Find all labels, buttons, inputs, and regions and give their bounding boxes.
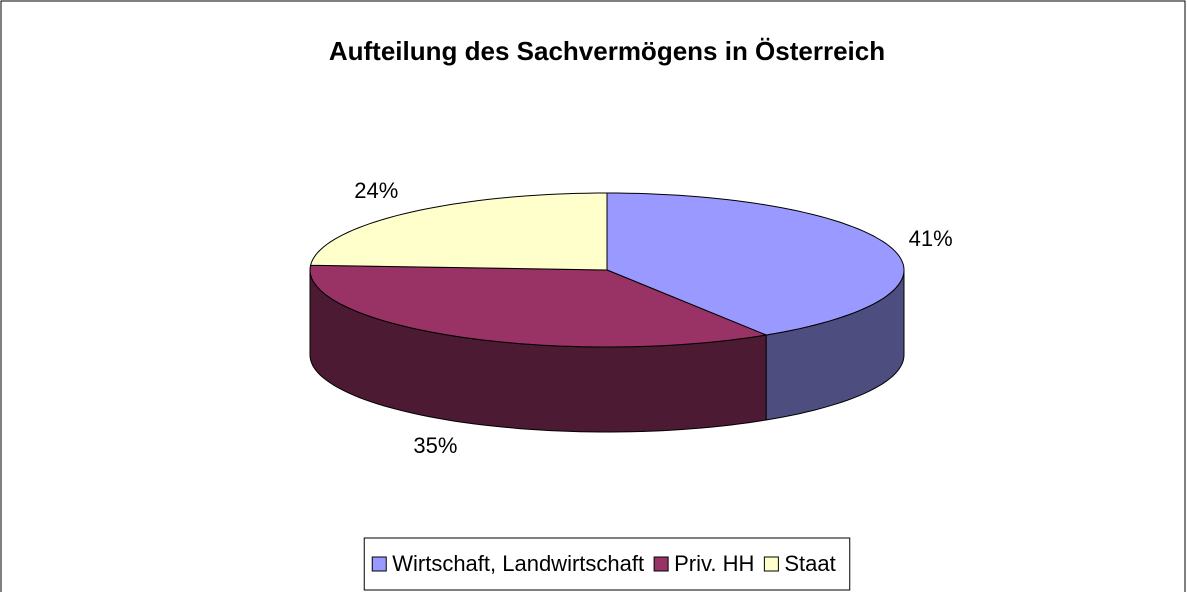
legend-label: Priv. HH (674, 551, 754, 576)
data-label: 41% (909, 226, 953, 251)
data-label: 24% (354, 178, 398, 203)
slice (606, 192, 905, 336)
legend-swatch (763, 556, 779, 572)
slice (309, 264, 768, 348)
legend-label: Wirtschaft, Landwirtschaft (392, 551, 644, 576)
legend-label: Staat (784, 551, 835, 576)
legend-swatch (653, 556, 669, 572)
slice (309, 192, 608, 271)
chart-title: Aufteilung des Sachvermögens in Österrei… (329, 36, 885, 66)
data-label: 35% (413, 433, 457, 458)
legend-swatch (371, 556, 387, 572)
